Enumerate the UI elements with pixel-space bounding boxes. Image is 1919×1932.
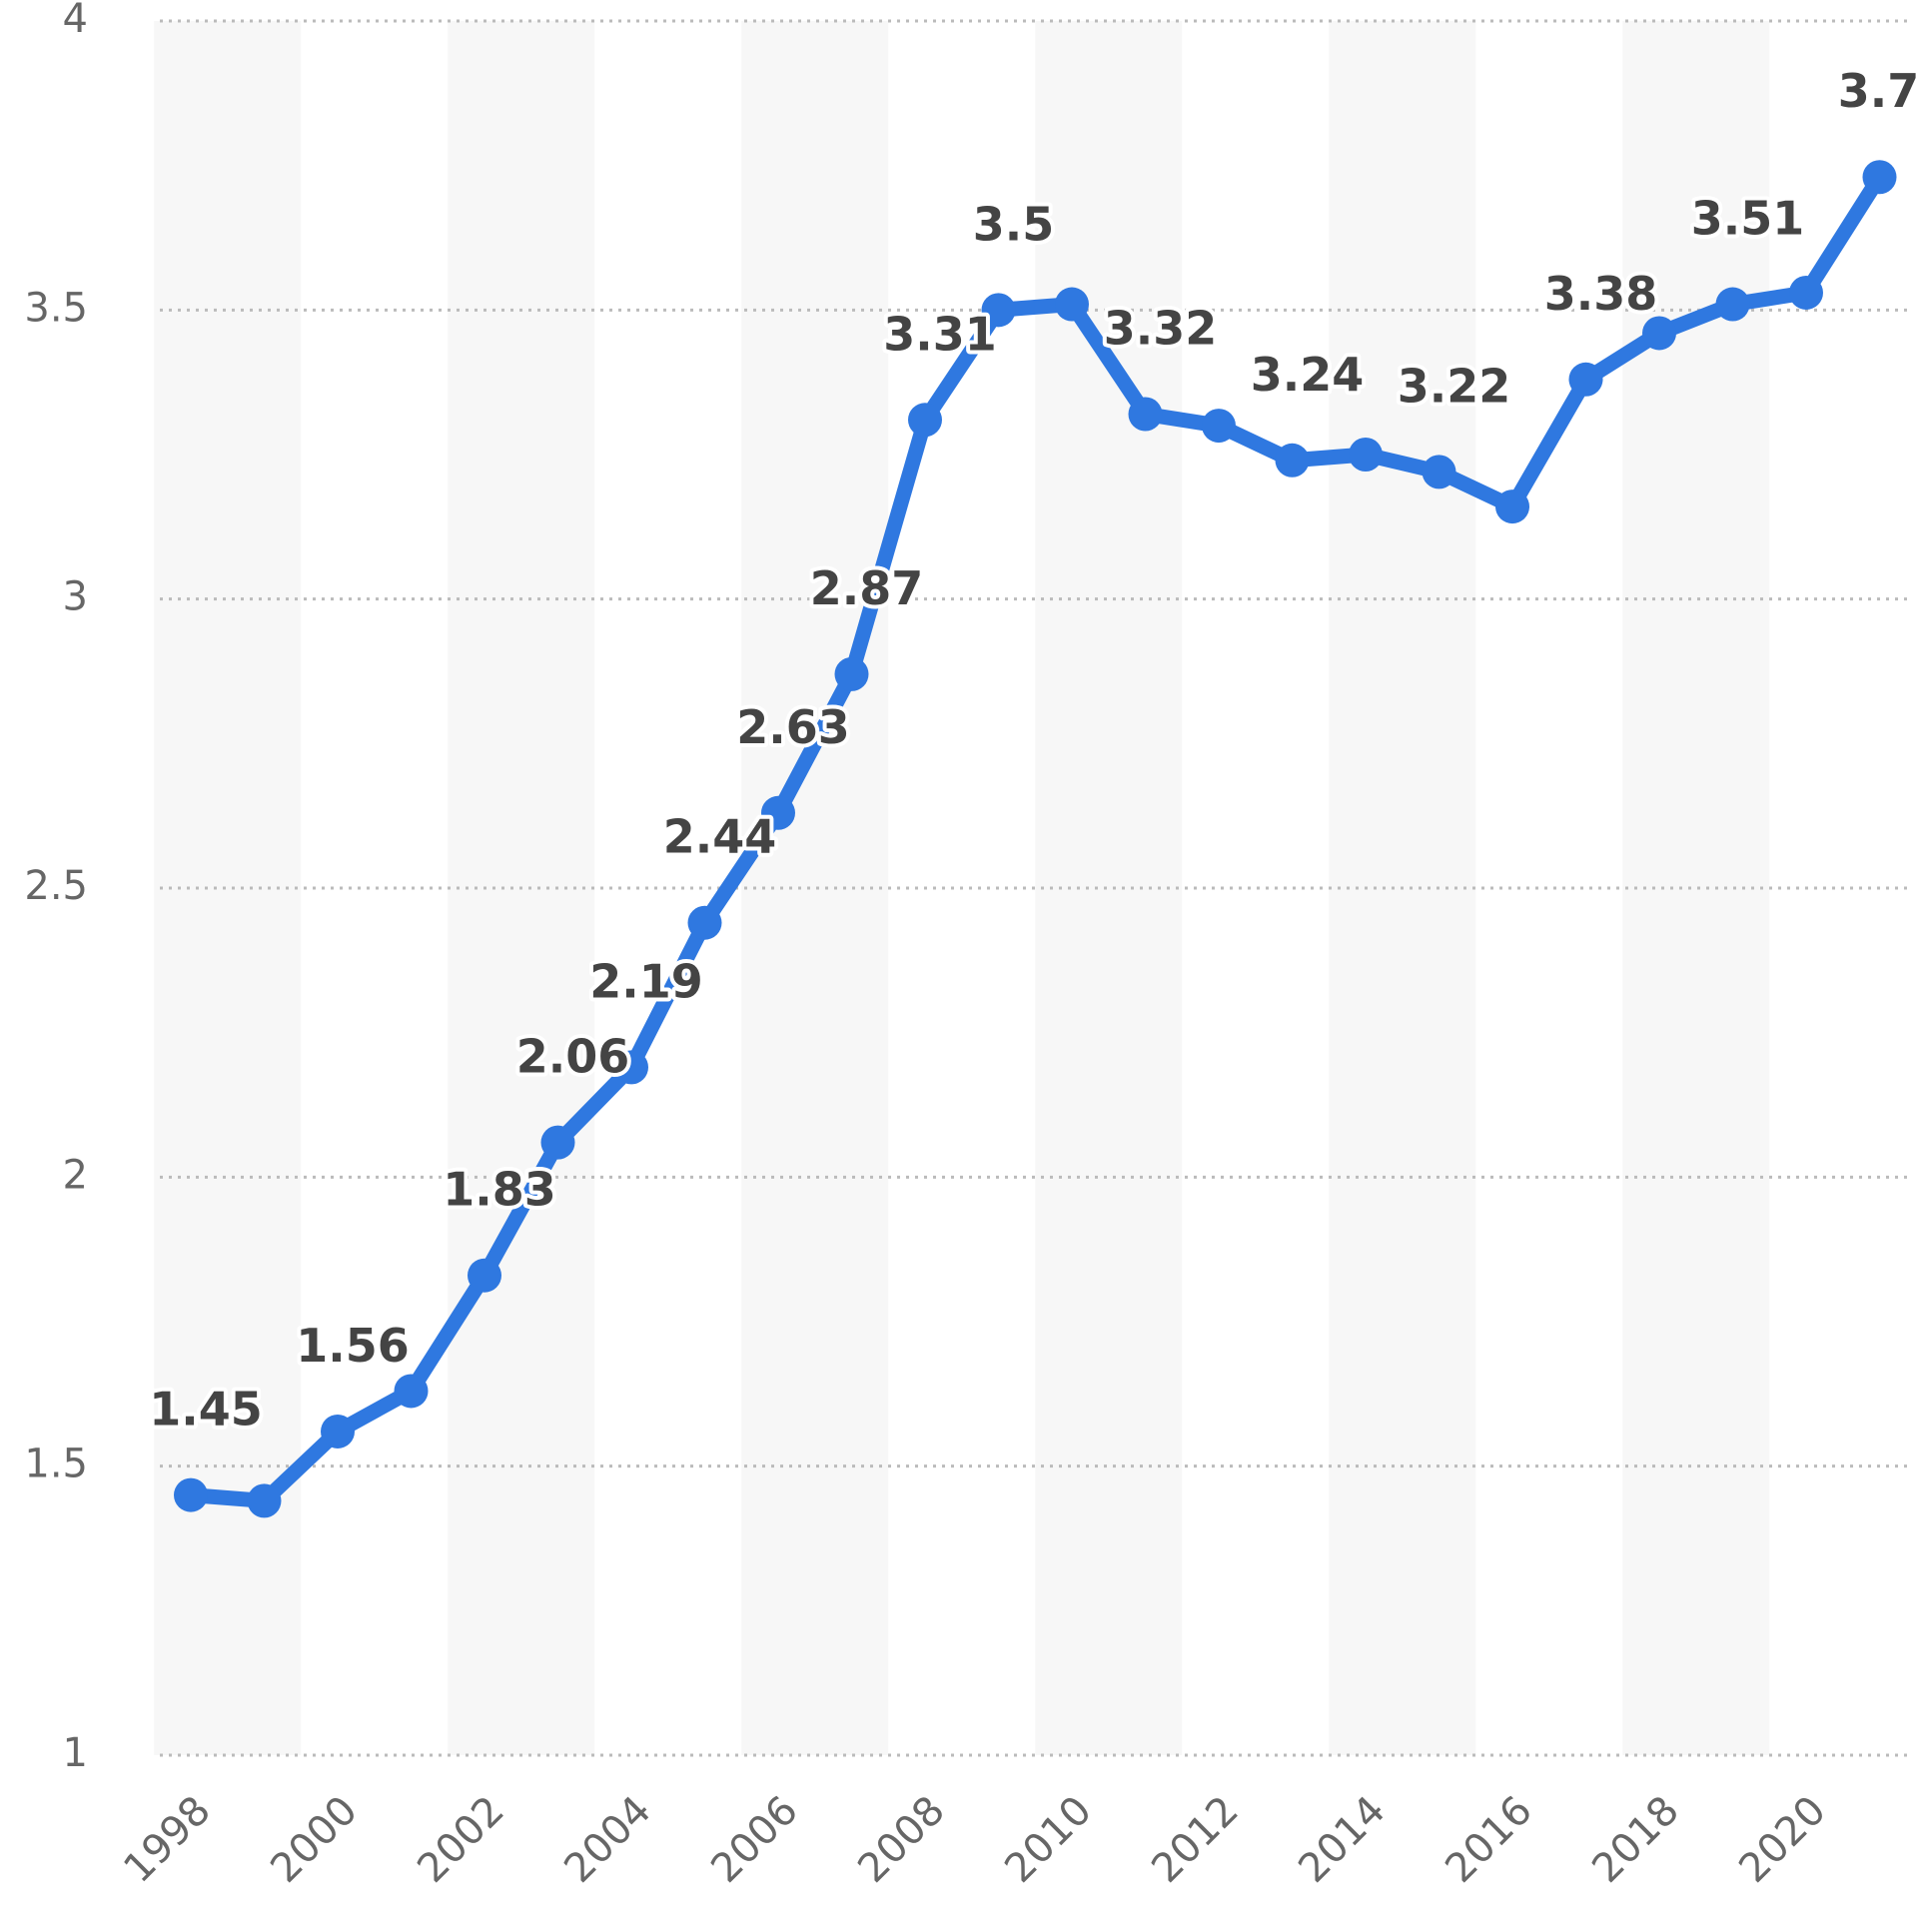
point (834, 656, 869, 691)
point (1789, 275, 1823, 310)
point (1055, 287, 1089, 322)
data-label: 2.06 (516, 1030, 630, 1084)
point (1128, 397, 1163, 432)
point (614, 1050, 648, 1085)
y-tick-label: 3.5 (24, 285, 88, 331)
data-label: 3.73 (1838, 64, 1919, 118)
point (540, 1125, 575, 1160)
point (247, 1483, 282, 1518)
y-tick-label: 4 (63, 0, 88, 42)
x-tick-label: 2000 (262, 1787, 367, 1892)
data-label: 2.87 (810, 561, 924, 615)
point (1202, 409, 1236, 444)
y-tick-label: 1 (63, 1730, 88, 1776)
data-label: 2.63 (736, 700, 850, 754)
point (1715, 287, 1750, 322)
point (174, 1477, 208, 1512)
x-tick-label: 2012 (1143, 1787, 1248, 1892)
x-tick-label: 2002 (409, 1787, 513, 1892)
x-tick-label: 2004 (555, 1787, 660, 1892)
data-label: 3.22 (1398, 359, 1511, 413)
y-tick-label: 2 (63, 1152, 88, 1198)
x-tick-label: 2010 (996, 1787, 1101, 1892)
point (1349, 438, 1383, 472)
y-tick-label: 2.5 (24, 863, 88, 909)
data-label: 2.44 (663, 810, 777, 864)
y-tick-label: 1.5 (24, 1442, 88, 1487)
point (687, 905, 722, 940)
point (908, 403, 942, 438)
x-tick-label: 2020 (1730, 1787, 1835, 1892)
x-tick-label: 1998 (115, 1787, 220, 1892)
point (981, 293, 1016, 328)
point (1642, 316, 1676, 351)
data-label: 3.5 (973, 197, 1055, 251)
data-label: 2.19 (589, 954, 703, 1008)
data-label: 1.56 (296, 1319, 410, 1373)
y-tick-label: 3 (63, 574, 88, 620)
point (1568, 362, 1603, 397)
x-tick-label: 2014 (1290, 1787, 1395, 1892)
data-label: 3.38 (1544, 267, 1658, 321)
point (761, 795, 795, 830)
point (468, 1258, 501, 1293)
point (394, 1374, 429, 1409)
point (1275, 443, 1310, 478)
data-label: 1.45 (149, 1383, 263, 1437)
data-label: 3.32 (1104, 301, 1218, 355)
x-tick-label: 2016 (1437, 1787, 1541, 1892)
data-label: 1.83 (443, 1163, 556, 1217)
point (1862, 160, 1897, 195)
data-label: 3.31 (883, 307, 997, 361)
x-tick-label: 2018 (1583, 1787, 1688, 1892)
point (1495, 489, 1529, 524)
x-tick-label: 2008 (849, 1787, 954, 1892)
data-label: 3.24 (1251, 348, 1365, 402)
point (321, 1414, 355, 1449)
x-tick-label: 2006 (702, 1787, 807, 1892)
data-label: 3.51 (1691, 192, 1805, 246)
point (1422, 455, 1456, 489)
